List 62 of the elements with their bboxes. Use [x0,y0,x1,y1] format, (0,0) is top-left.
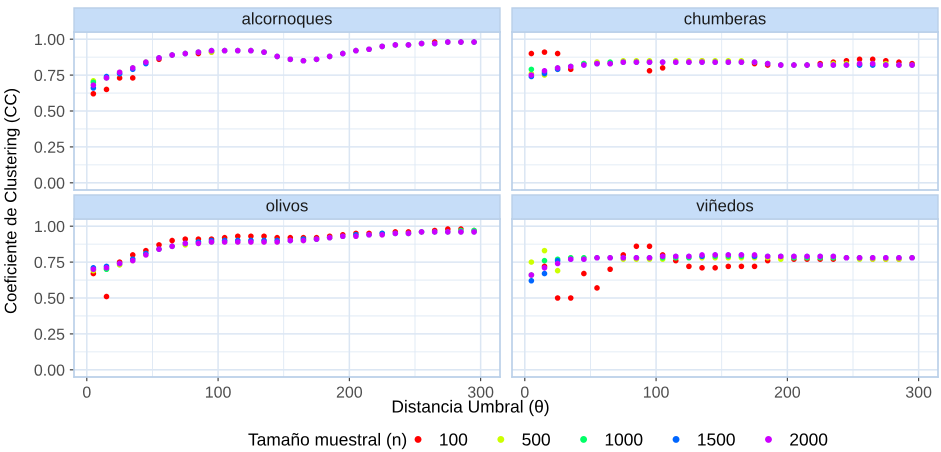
point [528,259,534,265]
point [542,270,548,276]
x-tick-label: 100 [206,386,231,398]
point [542,248,548,254]
y-tick-label: 0.50 [34,292,64,304]
y-tick-label: 0.75 [34,256,64,268]
point [554,50,560,56]
y-axis-title: Coeficiente de Clustering (CC) [4,89,20,314]
point [568,295,574,301]
point [738,264,744,270]
point [104,86,110,92]
legend-label: 500 [522,433,550,446]
point [130,75,136,81]
point [660,65,666,71]
y-tick-label: 0.25 [34,142,64,153]
y-tick-label: 0.75 [34,70,64,82]
chart-title: viñedos [696,199,754,212]
point [528,66,534,72]
point [594,285,600,291]
x-tick-label: 200 [336,386,362,398]
y-tick-label: 1.00 [35,34,64,46]
point [726,264,732,270]
point [169,238,175,244]
legend-label: 100 [440,433,468,446]
point [554,260,560,266]
y-tick-label: 0.00 [34,177,64,189]
chart-title: alcornoques [242,12,332,28]
point [646,68,652,74]
x-tick-label: 0 [82,386,91,398]
y-tick-label: 0.00 [34,364,64,376]
point [90,82,96,88]
x-tick-label: 0 [520,386,529,398]
point [752,264,758,270]
y-tick-label: 1.00 [35,220,64,232]
legend-label: 2000 [790,433,828,446]
x-tick-label: 100 [644,386,669,398]
y-tick-label: 0.50 [34,106,64,117]
point [90,90,96,97]
point [528,278,534,284]
point [554,268,560,274]
legend-title: Tamaño muestral (n) [248,432,406,450]
point [607,266,613,272]
x-tick-label: 300 [906,386,932,398]
point [686,264,692,270]
point [712,265,718,271]
chart-title: olivos [266,199,308,212]
x-tick-label: 300 [468,386,494,398]
x-tick-label: 200 [774,386,800,398]
point [542,49,548,55]
x-axis-title: Distancia Umbral (θ) [392,400,549,416]
chart-title: chumberas [684,12,766,24]
point [699,265,705,271]
y-tick-label: 0.25 [34,328,64,340]
point [104,294,110,300]
point [528,50,534,56]
point [581,270,587,276]
point [554,295,560,301]
legend-label: 1000 [606,433,642,446]
point [646,244,652,250]
point [542,258,548,264]
legend-label: 1500 [698,433,735,446]
point [634,244,640,250]
